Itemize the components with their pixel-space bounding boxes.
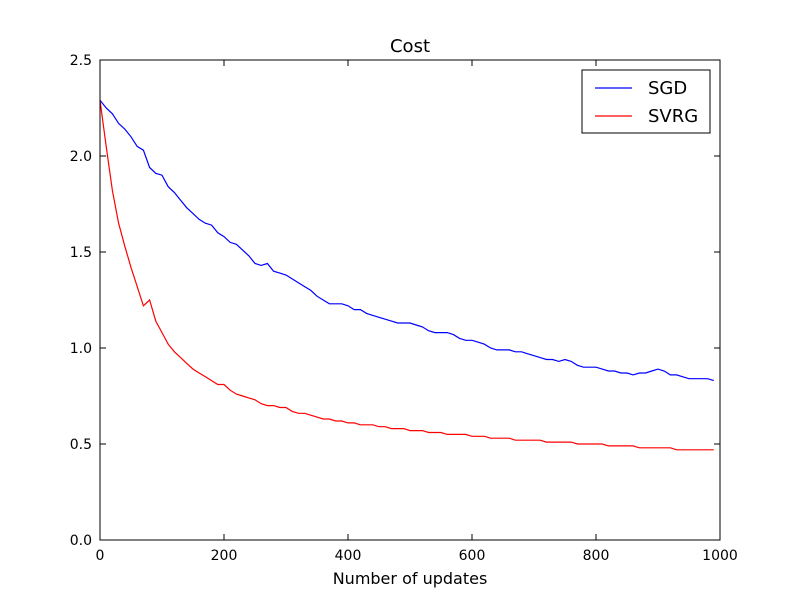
series-line-sgd	[99, 99, 714, 382]
x-tick-label: 0	[96, 548, 105, 564]
x-tick-label: 400	[335, 548, 362, 564]
plot-area	[100, 60, 720, 540]
y-tick-label: 2.0	[70, 149, 92, 165]
series-layer	[99, 99, 714, 451]
chart-title: Cost	[390, 36, 430, 57]
series-line-svrg	[99, 100, 714, 451]
legend-label-svrg: SVRG	[648, 106, 698, 127]
y-tick-label: 2.5	[70, 53, 92, 69]
ticks-layer: 0 200 400 600 800 1000 0.0 0.5 1.0 1.5 2.0 2.5	[70, 53, 738, 564]
x-tick-label: 600	[459, 548, 486, 564]
y-tick-label: 0.5	[70, 437, 92, 453]
y-tick-label: 0.0	[70, 533, 92, 549]
x-tick-label: 200	[211, 548, 238, 564]
y-tick-label: 1.0	[70, 341, 92, 357]
plot-frame	[99, 59, 721, 541]
x-axis-title: Number of updates	[333, 569, 488, 588]
legend-box	[581, 69, 711, 134]
legend: SGD SVRG	[581, 69, 711, 134]
y-tick-label: 1.5	[70, 245, 92, 261]
x-tick-label: 800	[583, 548, 610, 564]
legend-label-sgd: SGD	[648, 78, 687, 99]
x-tick-label: 1000	[702, 548, 738, 564]
